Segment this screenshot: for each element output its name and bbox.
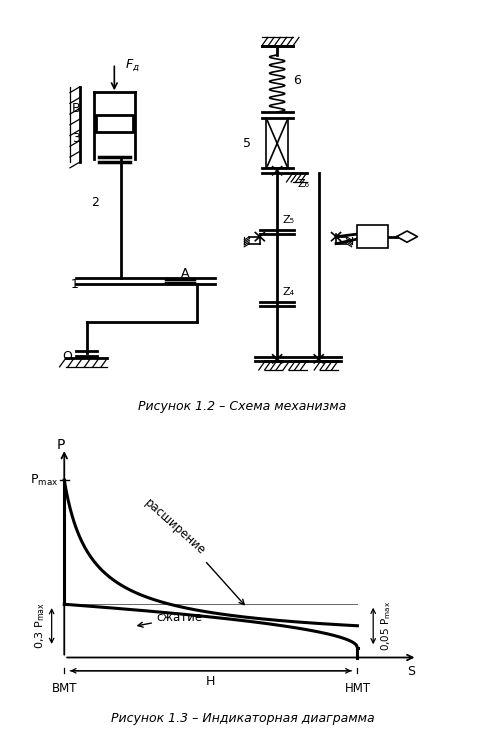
Text: 5: 5 bbox=[242, 137, 251, 150]
Text: $F_д$: $F_д$ bbox=[124, 57, 139, 73]
Text: B: B bbox=[72, 102, 80, 116]
Text: сжатие: сжатие bbox=[137, 611, 203, 627]
Text: Z₅: Z₅ bbox=[282, 215, 294, 225]
Text: S: S bbox=[406, 665, 414, 677]
Bar bbox=[356, 225, 387, 248]
Text: ВМТ: ВМТ bbox=[51, 682, 77, 695]
Text: 1: 1 bbox=[70, 278, 78, 291]
Text: A: A bbox=[181, 267, 189, 280]
Text: P: P bbox=[57, 438, 65, 452]
Text: 6: 6 bbox=[292, 74, 300, 87]
Text: 2: 2 bbox=[91, 196, 99, 210]
Bar bbox=[95, 115, 133, 133]
Text: Рисунок 1.3 – Индикаторная диаграмма: Рисунок 1.3 – Индикаторная диаграмма bbox=[110, 711, 374, 725]
Text: H: H bbox=[206, 675, 215, 688]
Text: ПР: ПР bbox=[364, 232, 379, 242]
Text: расширение: расширение bbox=[141, 496, 244, 605]
Text: Z₆: Z₆ bbox=[297, 179, 309, 189]
Text: НМТ: НМТ bbox=[344, 682, 370, 695]
Text: Рисунок 1.2 – Схема механизма: Рисунок 1.2 – Схема механизма bbox=[138, 400, 346, 413]
Text: P$_{\mathregular{max}}$: P$_{\mathregular{max}}$ bbox=[30, 473, 58, 488]
Text: O: O bbox=[62, 350, 72, 363]
Text: 0,05 P$_{\mathregular{max}}$: 0,05 P$_{\mathregular{max}}$ bbox=[378, 601, 393, 651]
Text: 0,3 P$_{\mathregular{max}}$: 0,3 P$_{\mathregular{max}}$ bbox=[33, 602, 47, 649]
Text: 3: 3 bbox=[72, 132, 80, 145]
Text: Z₄: Z₄ bbox=[282, 288, 294, 297]
